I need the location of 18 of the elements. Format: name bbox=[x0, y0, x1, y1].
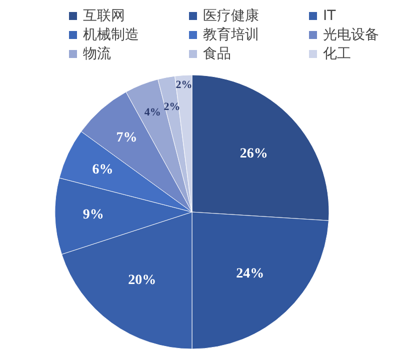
legend-label: 食品 bbox=[203, 46, 231, 62]
data-label: 6% bbox=[92, 162, 114, 178]
data-label: 24% bbox=[236, 266, 264, 282]
legend-label: 化工 bbox=[323, 46, 351, 62]
data-label: 4% bbox=[144, 106, 161, 119]
data-label: 9% bbox=[82, 208, 104, 223]
data-label: 2% bbox=[164, 101, 180, 114]
legend-label: 教育培训 bbox=[203, 26, 259, 43]
legend-label: 光电设备 bbox=[323, 27, 379, 43]
legend-label: 医疗健康 bbox=[203, 8, 259, 24]
data-label: 7% bbox=[116, 130, 138, 146]
data-label: 2% bbox=[176, 78, 192, 91]
legend-label: 物流 bbox=[83, 46, 111, 62]
legend-label: IT bbox=[323, 8, 336, 24]
data-label: 26% bbox=[240, 146, 268, 162]
legend-label: 互联网 bbox=[83, 8, 125, 24]
legend-label: 机械制造 bbox=[83, 27, 139, 43]
data-label: 20% bbox=[128, 273, 156, 288]
